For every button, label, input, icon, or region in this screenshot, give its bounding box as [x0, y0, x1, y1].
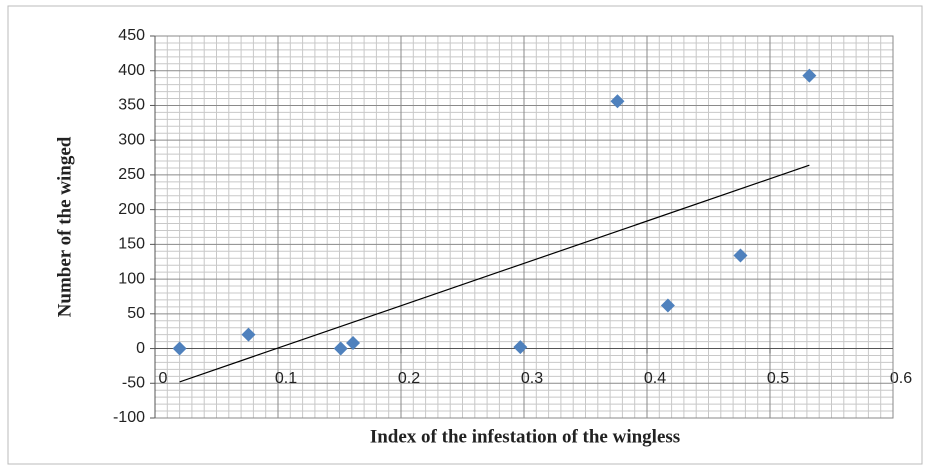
- point: [513, 340, 528, 355]
- point: [172, 341, 187, 356]
- y-tick-label: 400: [118, 62, 145, 79]
- point: [333, 341, 348, 356]
- x-tick-label: 0.2: [398, 370, 420, 387]
- y-tick-label: 100: [118, 270, 145, 287]
- x-tick-label: 0.5: [767, 370, 789, 387]
- point: [802, 68, 817, 83]
- x-tick-label: 0.4: [644, 370, 666, 387]
- y-tick-label: 50: [127, 305, 145, 322]
- y-tick-label: 300: [118, 131, 145, 148]
- y-tick-label: 350: [118, 97, 145, 114]
- x-tick-label: 0.6: [890, 370, 912, 387]
- y-tick-label: -100: [113, 409, 145, 426]
- y-tick-label: 250: [118, 166, 145, 183]
- point: [610, 94, 625, 109]
- trendline: [179, 164, 810, 383]
- point: [733, 248, 748, 263]
- point: [241, 327, 256, 342]
- point: [346, 335, 361, 350]
- y-tick-label: -50: [122, 374, 145, 391]
- x-tick-label: 0.1: [275, 370, 297, 387]
- y-tick-label: 200: [118, 201, 145, 218]
- x-tick-label: 0: [159, 370, 168, 387]
- y-tick-label: 0: [136, 340, 145, 357]
- x-axis-title: Index of the infestation of the wingless: [370, 426, 680, 447]
- y-axis-title: Number of the winged: [54, 136, 75, 317]
- y-tick-label: 150: [118, 236, 145, 253]
- x-tick-label: 0.3: [521, 370, 543, 387]
- y-tick-label: 450: [118, 27, 145, 44]
- chart-border: [7, 5, 923, 465]
- point: [660, 298, 675, 313]
